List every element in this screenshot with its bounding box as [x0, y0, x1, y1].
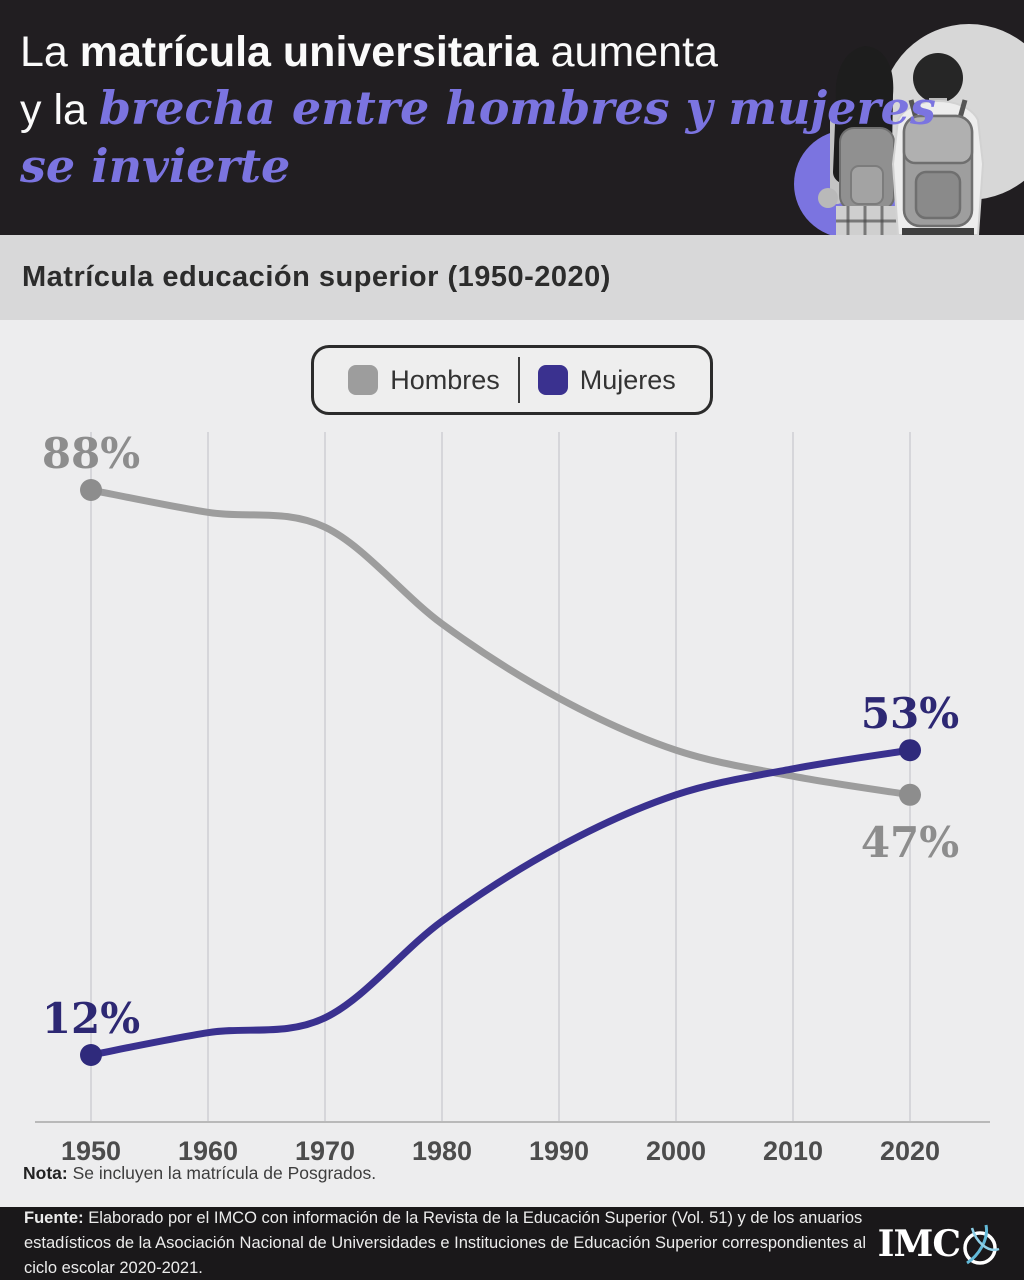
svg-text:2000: 2000 — [646, 1136, 706, 1166]
subtitle-band: Matrícula educación superior (1950-2020) — [0, 235, 1024, 320]
title-tail: aumenta — [538, 28, 718, 76]
title-line-3: se invierte — [20, 138, 1024, 196]
footer: Fuente: Elaborado por el IMCO con inform… — [0, 1207, 1024, 1280]
imco-logo: IMC — [878, 1222, 1000, 1266]
svg-text:12%: 12% — [42, 994, 140, 1043]
title-line2-accent: brecha entre hombres y mujeres — [98, 81, 936, 135]
legend-swatch — [537, 365, 568, 395]
svg-text:88%: 88% — [42, 429, 140, 478]
legend-item-mujeres: Mujeres — [537, 364, 676, 396]
imco-logo-o-icon — [963, 1224, 1000, 1265]
svg-text:1990: 1990 — [529, 1136, 589, 1166]
footnote-text: Se incluyen la matrícula de Posgrados. — [72, 1163, 377, 1183]
girl-figure — [818, 46, 898, 235]
source-body: Elaborado por el IMCO con información de… — [24, 1209, 866, 1277]
svg-text:47%: 47% — [861, 818, 959, 867]
footnote-label: Nota: — [23, 1163, 68, 1183]
source-label: Fuente: — [24, 1209, 84, 1228]
title-lead: La — [20, 28, 80, 76]
title-line-2: y la brecha entre hombres y mujeres — [20, 80, 1024, 138]
chart-legend: Hombres Mujeres — [311, 345, 713, 415]
title-line2-lead: y la — [20, 86, 99, 134]
legend-label-hombres: Hombres — [390, 364, 500, 395]
legend-divider — [517, 357, 520, 403]
svg-text:53%: 53% — [861, 689, 959, 738]
svg-text:1950: 1950 — [61, 1136, 121, 1166]
title-line-1: La matrícula universitaria aumenta — [20, 24, 1024, 80]
source-text: Fuente: Elaborado por el IMCO con inform… — [24, 1206, 878, 1280]
page-title: La matrícula universitaria aumenta y la … — [0, 0, 1024, 196]
footnote: Nota: Se incluyen la matrícula de Posgra… — [23, 1163, 376, 1184]
plaid-skirt — [836, 206, 898, 235]
title-line3-accent: se invierte — [20, 139, 291, 193]
svg-text:2010: 2010 — [763, 1136, 823, 1166]
line-chart: 1950 1960 1970 1980 1990 2000 2010 2020 88% 12% 53… — [35, 429, 990, 1166]
title-bold: matrícula universitaria — [79, 28, 539, 76]
svg-text:1970: 1970 — [295, 1136, 355, 1166]
legend-item-hombres: Hombres — [348, 365, 500, 396]
svg-text:1960: 1960 — [178, 1136, 238, 1166]
legend-swatch — [348, 365, 379, 395]
header: La matrícula universitaria aumenta y la … — [0, 0, 1024, 235]
chart-section: 1950 1960 1970 1980 1990 2000 2010 2020 88% 12% 53… — [0, 320, 1024, 1207]
imco-logo-text: IMC — [877, 1222, 961, 1265]
guy-figure — [891, 53, 985, 235]
svg-text:1980: 1980 — [412, 1136, 472, 1166]
legend-label-mujeres: Mujeres — [579, 364, 676, 395]
students-photo-illustration — [794, 24, 1024, 235]
chart-subtitle: Matrícula educación superior (1950-2020) — [22, 261, 611, 293]
svg-text:2020: 2020 — [880, 1136, 940, 1166]
